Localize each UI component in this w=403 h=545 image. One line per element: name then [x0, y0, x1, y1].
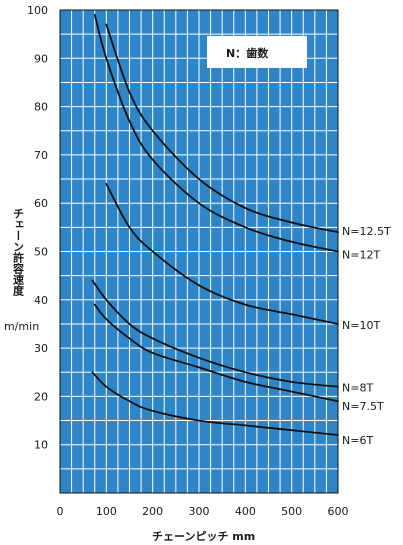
y-tick-label: 10	[34, 439, 48, 452]
x-axis-label: チェーンピッチ mm	[152, 530, 255, 543]
y-tick-label: 40	[34, 294, 48, 307]
y-tick-label: 20	[34, 390, 48, 403]
series-label: N=10T	[342, 319, 380, 332]
series-line	[105, 183, 339, 325]
series-line	[93, 303, 339, 403]
series-lines	[91, 13, 339, 436]
tick-labels: 0 100 200 300 400 500 600 10 20 30 40 50 60 70 80 90 100	[27, 4, 349, 518]
legend-text: N：歯数	[226, 46, 269, 60]
y-tick-label: 50	[34, 246, 48, 259]
y-tick-label: 90	[34, 52, 48, 65]
x-tick-label: 0	[57, 505, 64, 518]
series-label: N=12T	[342, 249, 380, 262]
y-axis-label-line-1: チェーン許容速度	[12, 208, 26, 297]
series-labels: N=12.5T N=12T N=10T N=8T N=7.5T N=6T	[342, 225, 391, 447]
x-tick-label: 300	[189, 505, 210, 518]
series-label: N=7.5T	[342, 400, 384, 413]
y-tick-label: 30	[34, 342, 48, 355]
y-axis-label-line-2: m/min	[4, 320, 39, 333]
series-line	[93, 13, 339, 253]
x-tick-label: 400	[235, 505, 256, 518]
y-tick-label: 100	[27, 4, 48, 17]
y-tick-label: 70	[34, 149, 48, 162]
y-tick-label: 80	[34, 101, 48, 114]
legend-box	[207, 36, 307, 68]
y-tick-label: 60	[34, 197, 48, 210]
grid	[60, 10, 338, 493]
x-tick-label: 600	[328, 505, 349, 518]
x-tick-label: 500	[281, 505, 302, 518]
x-tick-label: 200	[142, 505, 163, 518]
series-label: N=8T	[342, 382, 373, 395]
x-tick-label: 100	[96, 505, 117, 518]
series-label: N=12.5T	[342, 225, 391, 238]
series-line	[105, 23, 339, 234]
series-line	[91, 279, 339, 388]
series-line	[91, 371, 339, 436]
series-label: N=6T	[342, 434, 373, 447]
